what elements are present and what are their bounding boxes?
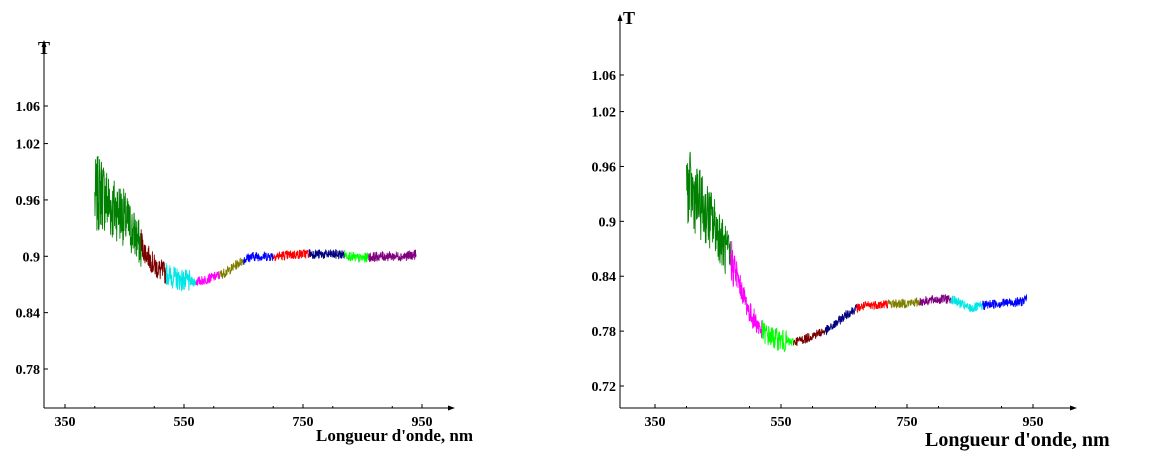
right-series-line xyxy=(982,294,1028,311)
right-series-line xyxy=(730,241,763,338)
right-x-tick-label: 550 xyxy=(771,415,792,430)
right-series-line xyxy=(856,300,889,313)
left-x-tick-label: 550 xyxy=(174,415,195,430)
right-x-axis-label: Longueur d'onde, nm xyxy=(925,429,1110,451)
right-y-tick-label: 0.96 xyxy=(592,160,617,175)
left-x-ticks: 350 550 750 950 xyxy=(55,404,433,430)
left-series-line xyxy=(219,257,244,279)
left-series-line xyxy=(308,249,345,260)
left-series-line xyxy=(140,229,167,284)
right-y-axis-label: T xyxy=(623,8,635,28)
right-series-line xyxy=(761,320,795,352)
right-series-line xyxy=(950,295,984,313)
left-y-axis-arrow xyxy=(41,40,47,47)
left-x-tick-label: 350 xyxy=(55,415,76,430)
right-series-line xyxy=(793,328,826,346)
left-series-group xyxy=(94,155,417,292)
left-y-tick-label: 0.96 xyxy=(16,194,41,209)
left-series-line xyxy=(195,271,221,286)
left-axes xyxy=(41,40,455,411)
right-series-line xyxy=(686,151,732,275)
chart-left: 0.78 0.84 0.9 0.96 1.02 1.06 350 550 750 950 T L… xyxy=(16,38,473,445)
right-series-line xyxy=(824,303,858,336)
right-x-axis-arrow xyxy=(1070,405,1077,411)
right-y-tick-label: 0.9 xyxy=(599,215,617,230)
left-series-line xyxy=(94,155,142,267)
right-y-tick-label: 0.84 xyxy=(592,270,617,285)
right-y-tick-label: 1.06 xyxy=(592,69,617,84)
left-y-tick-label: 0.78 xyxy=(16,363,41,378)
right-x-tick-label: 350 xyxy=(645,415,666,430)
left-y-tick-label: 1.06 xyxy=(16,100,41,115)
right-y-ticks: 0.72 0.78 0.84 0.9 0.96 1.02 1.06 xyxy=(592,69,624,395)
left-x-tick-label: 950 xyxy=(412,415,433,430)
left-y-tick-label: 0.84 xyxy=(16,307,41,322)
right-y-axis-arrow xyxy=(617,14,623,21)
left-series-line xyxy=(243,251,274,265)
left-series-line xyxy=(368,249,417,263)
right-y-tick-label: 0.72 xyxy=(592,380,617,395)
left-x-axis-arrow xyxy=(448,405,455,411)
right-series-group xyxy=(686,151,1028,352)
left-x-tick-label: 750 xyxy=(293,415,314,430)
left-y-tick-label: 1.02 xyxy=(16,138,41,153)
right-x-tick-label: 750 xyxy=(897,415,918,430)
left-y-tick-label: 0.9 xyxy=(23,250,41,265)
right-y-tick-label: 0.78 xyxy=(592,325,617,340)
right-x-ticks: 350 550 750 950 xyxy=(645,404,1044,430)
right-axes xyxy=(617,14,1077,411)
right-series-line xyxy=(919,294,952,307)
left-y-ticks: 0.78 0.84 0.9 0.96 1.02 1.06 xyxy=(16,100,48,378)
left-series-line xyxy=(165,262,197,292)
left-series-line xyxy=(344,250,369,263)
right-x-tick-label: 950 xyxy=(1023,415,1044,430)
right-y-tick-label: 1.02 xyxy=(592,106,617,121)
left-y-axis-label: T xyxy=(38,38,50,58)
chart-right: 0.72 0.78 0.84 0.9 0.96 1.02 1.06 350 550 750 950… xyxy=(592,8,1111,451)
left-x-axis-label: Longueur d'onde, nm xyxy=(316,426,473,445)
right-series-line xyxy=(887,297,921,309)
left-series-line xyxy=(272,249,310,262)
